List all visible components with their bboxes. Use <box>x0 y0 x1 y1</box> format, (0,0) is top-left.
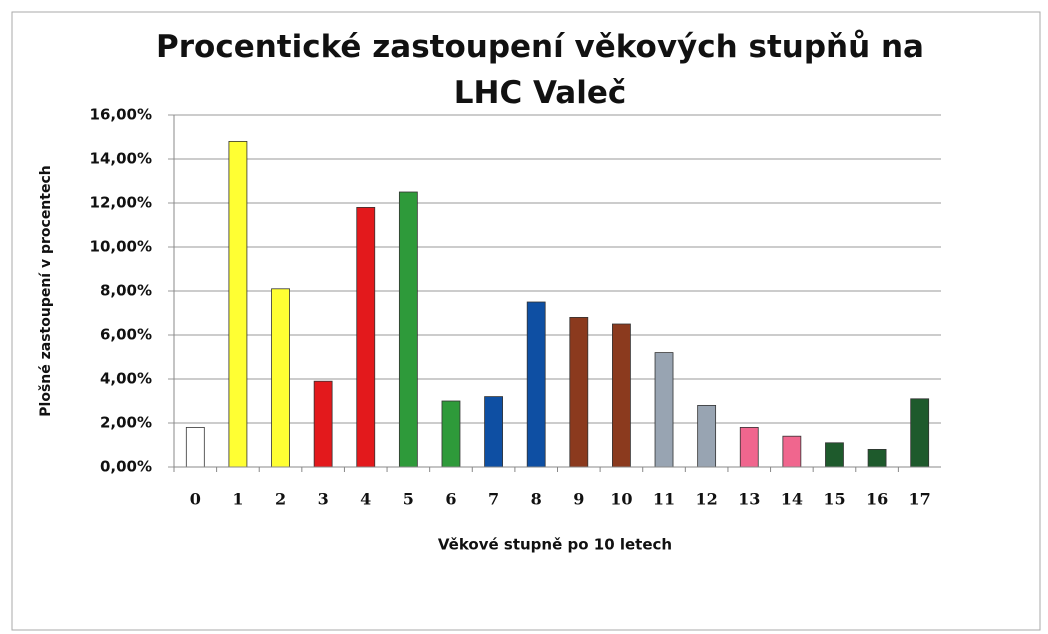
bar <box>825 442 844 468</box>
x-tick-label: 17 <box>909 490 931 509</box>
chart-frame <box>11 11 1041 631</box>
chart-title: Procentické zastoupení věkových stupňů n… <box>156 29 924 111</box>
x-tick-label: 7 <box>488 490 499 509</box>
y-axis-label: Plošné zastoupení v procentech <box>38 165 54 416</box>
x-tick-label: 11 <box>653 490 675 509</box>
y-tick-label: 2,00% <box>100 414 152 432</box>
y-tick-label: 8,00% <box>100 282 152 300</box>
y-tick-label: 0,00% <box>100 458 152 476</box>
y-tick-label: 12,00% <box>90 194 152 212</box>
y-tick-label: 14,00% <box>90 150 152 168</box>
bar <box>569 316 589 468</box>
y-tick-label: 16,00% <box>90 106 152 124</box>
x-tick-label: 16 <box>866 490 888 509</box>
bar <box>782 435 802 468</box>
bar <box>526 301 546 468</box>
x-tick-label: 2 <box>275 490 286 509</box>
bar <box>228 140 248 468</box>
bar <box>356 206 376 468</box>
bar <box>441 400 461 468</box>
x-tick-label: 0 <box>190 490 201 509</box>
x-tick-label: 8 <box>531 490 542 509</box>
x-tick-label: 13 <box>738 490 760 509</box>
x-tick-label: 12 <box>696 490 718 509</box>
x-tick-label: 10 <box>610 490 632 509</box>
y-tick-label: 4,00% <box>100 370 152 388</box>
x-tick-label: 1 <box>232 490 243 509</box>
x-tick-label: 5 <box>403 490 414 509</box>
bar <box>612 323 631 468</box>
x-tick-label: 4 <box>360 490 371 509</box>
x-axis-label: Věkové stupně po 10 letech <box>438 536 672 554</box>
y-tick-label: 10,00% <box>90 238 152 256</box>
x-tick-label: 9 <box>573 490 584 509</box>
bar <box>313 380 333 468</box>
bar <box>484 396 503 468</box>
y-tick-label: 6,00% <box>100 326 152 344</box>
bar <box>739 426 759 468</box>
bar <box>910 398 930 468</box>
bar <box>867 448 887 468</box>
bar <box>697 404 717 468</box>
bar <box>398 191 418 468</box>
bar <box>271 288 290 468</box>
x-tick-label: 15 <box>823 490 845 509</box>
bar <box>654 352 674 468</box>
x-tick-label: 14 <box>781 490 803 509</box>
x-tick-label: 6 <box>445 490 456 509</box>
bar <box>185 426 205 468</box>
x-tick-label: 3 <box>318 490 329 509</box>
